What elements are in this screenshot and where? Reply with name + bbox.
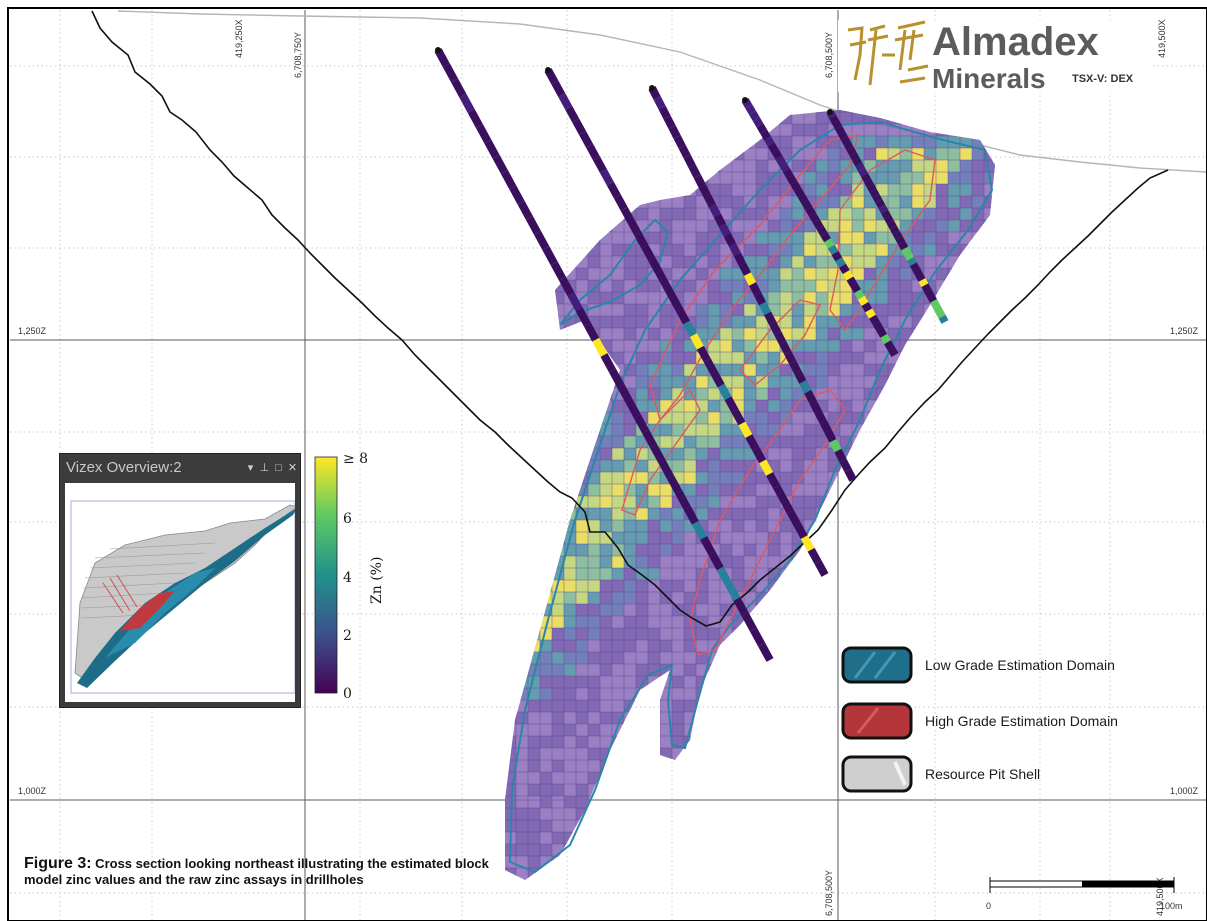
- logo-glyph-icon: [847, 20, 929, 86]
- legend-item-low-grade: Low Grade Estimation Domain: [841, 646, 1115, 684]
- maximize-icon[interactable]: □: [275, 461, 282, 474]
- dropdown-icon[interactable]: ▾: [247, 462, 254, 474]
- colorbar-tick-8: ≥ 8: [343, 451, 368, 467]
- pit-shell-swatch-icon: [841, 755, 913, 793]
- inset-title: Vizex Overview:2: [66, 459, 182, 476]
- logo-ticker: TSX-V: DEX: [1072, 73, 1134, 85]
- figure-caption: Figure 3: Cross section looking northeas…: [24, 856, 524, 888]
- pin-icon[interactable]: ⊥: [259, 462, 270, 474]
- colorbar-tick-6: 6: [343, 511, 352, 527]
- inset-title-bar[interactable]: Vizex Overview:2 ▾ ⊥ □ ✕: [60, 454, 300, 481]
- legend-label-pit-shell: Resource Pit Shell: [925, 766, 1040, 782]
- vizex-overview-window[interactable]: Vizex Overview:2 ▾ ⊥ □ ✕: [59, 453, 301, 708]
- caption-text: Cross section looking northeast illustra…: [24, 856, 489, 887]
- legend-item-pit-shell: Resource Pit Shell: [841, 755, 1040, 793]
- scale-end-label: 100m: [1160, 901, 1183, 911]
- colorbar-label: Zn (%): [369, 557, 385, 604]
- caption-lead: Figure 3:: [24, 855, 92, 872]
- almadex-logo: Almadex Minerals TSX-V: DEX: [838, 20, 1150, 94]
- low-grade-domain-outline: [508, 120, 994, 874]
- legend-item-high-grade: High Grade Estimation Domain: [841, 702, 1118, 740]
- drillholes: [434, 47, 949, 662]
- inset-3d-view[interactable]: [65, 483, 298, 702]
- label-elev-1250-left: 1,250Z: [18, 326, 47, 336]
- colorbar-tick-0: 0: [343, 686, 352, 702]
- label-northing-6708500-bottom: 6,708,500Y: [824, 870, 834, 916]
- scale-bar: 0 100m: [986, 877, 1183, 911]
- colorbar-tick-2: 2: [343, 628, 352, 644]
- label-easting-419500-top: 419,500X: [1157, 19, 1167, 58]
- label-easting-419500-bottom: 419,500X: [1155, 877, 1165, 916]
- logo-subtitle: Minerals: [932, 63, 1046, 94]
- legend-label-low-grade: Low Grade Estimation Domain: [925, 657, 1115, 673]
- colorbar-tick-4: 4: [343, 570, 352, 586]
- legend: Low Grade Estimation Domain High Grade E…: [841, 646, 1118, 793]
- label-northing-6708750: 6,708,750Y: [293, 32, 303, 78]
- zinc-colorbar: ≥ 8 6 4 2 0 Zn (%): [314, 451, 385, 702]
- label-northing-6708500-top: 6,708,500Y: [824, 32, 834, 78]
- label-elev-1250-right: 1,250Z: [1170, 326, 1199, 336]
- logo-name: Almadex: [932, 20, 1099, 64]
- label-elev-1000-right: 1,000Z: [1170, 786, 1199, 796]
- scale-start-label: 0: [986, 901, 991, 911]
- pit-shell-line: [91, 10, 1169, 627]
- label-easting-419250: 419,250X: [234, 19, 244, 58]
- label-elev-1000-left: 1,000Z: [18, 786, 47, 796]
- legend-label-high-grade: High Grade Estimation Domain: [925, 713, 1118, 729]
- close-icon[interactable]: ✕: [287, 462, 298, 474]
- topography-line: [117, 10, 1207, 173]
